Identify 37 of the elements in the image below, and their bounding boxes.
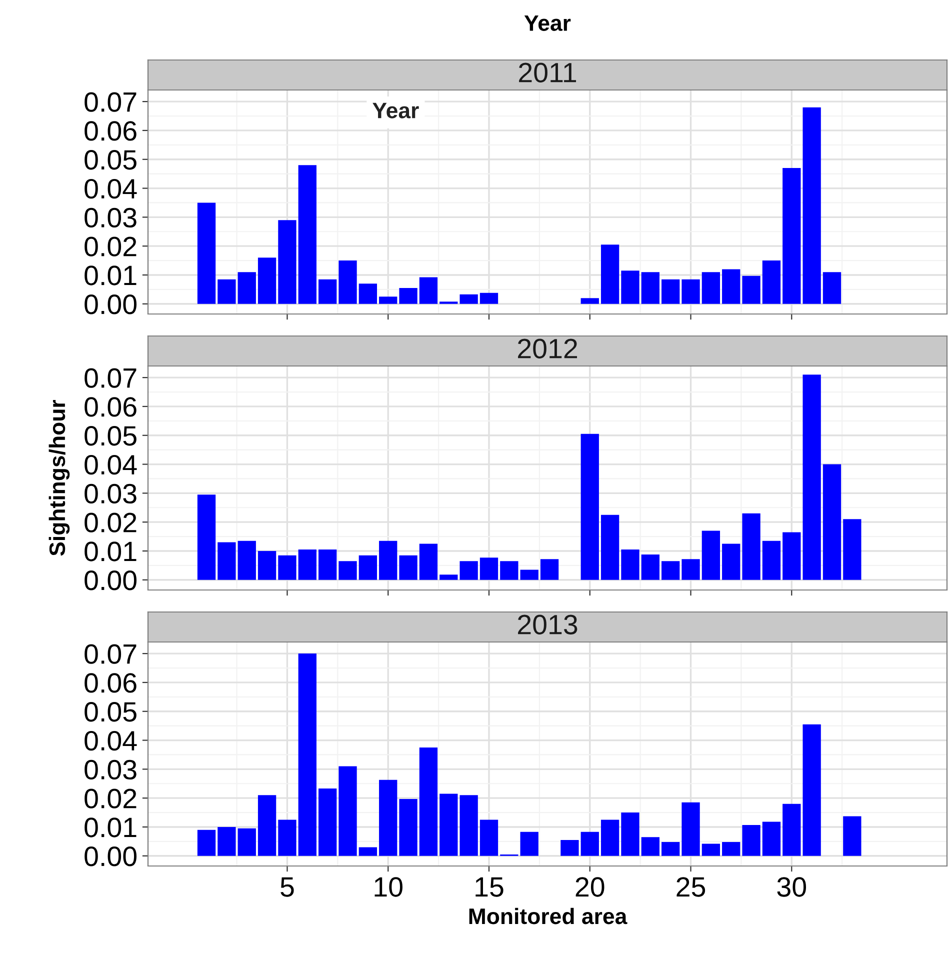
legend-title: Year [372,102,419,118]
y-tick-label: 0.07 [84,368,136,388]
x-tick-label: 10 [374,877,402,897]
y-tick-label: 0.03 [84,760,136,780]
chart-title: 2011 [519,62,576,82]
y-tick-label: 0.06 [84,121,136,141]
y-tick-label: 0.00 [84,570,136,590]
x-axis-title: Monitored area [469,908,628,924]
y-tick-label: 0.02 [84,512,136,532]
y-tick-label: 0.04 [84,730,137,751]
y-tick-label: 0.03 [84,484,136,504]
x-tick-label: 20 [576,877,604,897]
y-tick-label: 0.03 [84,208,136,228]
y-tick-label: 0.00 [84,846,136,866]
y-tick-label: 0.02 [84,236,136,256]
y-tick-label: 0.05 [84,426,136,446]
y-tick-label: 0.01 [84,818,136,838]
x-tick-label: 15 [476,877,504,897]
x-tick-label: 30 [777,877,806,897]
text: Year [524,15,571,31]
x-tick-label: 5 [280,877,294,897]
y-tick-label: 0.04 [84,454,137,475]
y-tick-label: 0.07 [84,92,136,112]
x-tick-label: 25 [676,877,706,897]
y-tick-label: 0.02 [84,788,136,808]
chart-title: 2012 [518,338,578,358]
y-tick-label: 0.05 [84,150,136,170]
chart-title: 2013 [518,614,578,634]
y-tick-label: 0.06 [84,397,136,417]
y-tick-label: 0.01 [84,266,136,286]
y-tick-label: 0.04 [84,178,137,199]
y-tick-label: 0.00 [84,294,136,314]
y-tick-label: 0.05 [84,702,136,722]
y-axis-title: Sightings/hour [48,400,70,556]
y-tick-label: 0.01 [84,542,136,562]
y-tick-label: 0.07 [84,644,136,664]
y-tick-label: 0.06 [84,673,136,693]
